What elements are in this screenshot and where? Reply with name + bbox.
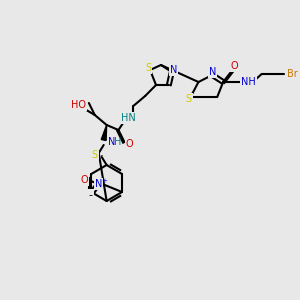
Text: NH: NH	[241, 77, 256, 87]
Text: -: -	[88, 190, 92, 200]
Text: HN: HN	[121, 113, 136, 123]
Text: N: N	[170, 65, 178, 75]
Text: N: N	[94, 179, 102, 189]
Text: S: S	[92, 150, 98, 160]
Text: Br: Br	[287, 69, 298, 79]
Text: O: O	[230, 61, 238, 71]
Text: S: S	[145, 63, 151, 73]
Text: N: N	[108, 137, 115, 147]
Text: +: +	[101, 178, 107, 184]
Text: .: .	[100, 146, 104, 158]
Text: O: O	[81, 175, 88, 185]
Text: S: S	[185, 94, 192, 104]
Text: N: N	[208, 67, 216, 77]
Text: O: O	[125, 139, 133, 149]
Polygon shape	[101, 125, 106, 140]
Text: H: H	[114, 137, 121, 147]
Text: HO: HO	[71, 100, 86, 110]
